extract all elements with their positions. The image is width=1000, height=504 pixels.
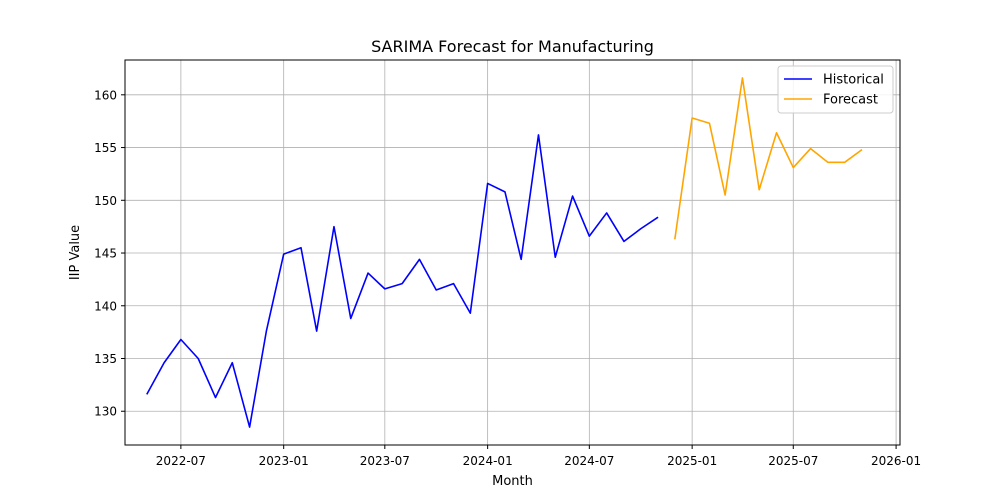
legend-label: Historical	[823, 73, 884, 88]
x-tick-label: 2023-07	[360, 454, 410, 468]
y-tick-label: 155	[94, 141, 117, 155]
y-tick-label: 140	[94, 299, 117, 313]
legend: Historical Forecast	[778, 66, 893, 113]
x-tick-label: 2026-01	[871, 454, 921, 468]
series-line-historical	[147, 135, 658, 427]
y-tick-label: 135	[94, 352, 117, 366]
x-axis-label: Month	[492, 474, 533, 489]
y-tick-label: 130	[94, 405, 117, 419]
x-tick-label: 2025-07	[768, 454, 818, 468]
plot-frame	[125, 60, 900, 445]
y-tick-label: 160	[94, 88, 117, 102]
x-tick-label: 2022-07	[156, 454, 206, 468]
legend-label: Forecast	[823, 93, 878, 108]
x-tick-label: 2024-07	[564, 454, 614, 468]
y-tick-label: 150	[94, 194, 117, 208]
x-tick-label: 2025-01	[667, 454, 717, 468]
grid-lines	[125, 60, 900, 445]
series-lines	[147, 78, 862, 427]
y-axis-label: IIP Value	[68, 225, 83, 280]
x-tick-label: 2023-01	[259, 454, 309, 468]
x-tick-label: 2024-01	[463, 454, 513, 468]
chart-title: SARIMA Forecast for Manufacturing	[371, 37, 654, 56]
y-tick-label: 145	[94, 247, 117, 261]
